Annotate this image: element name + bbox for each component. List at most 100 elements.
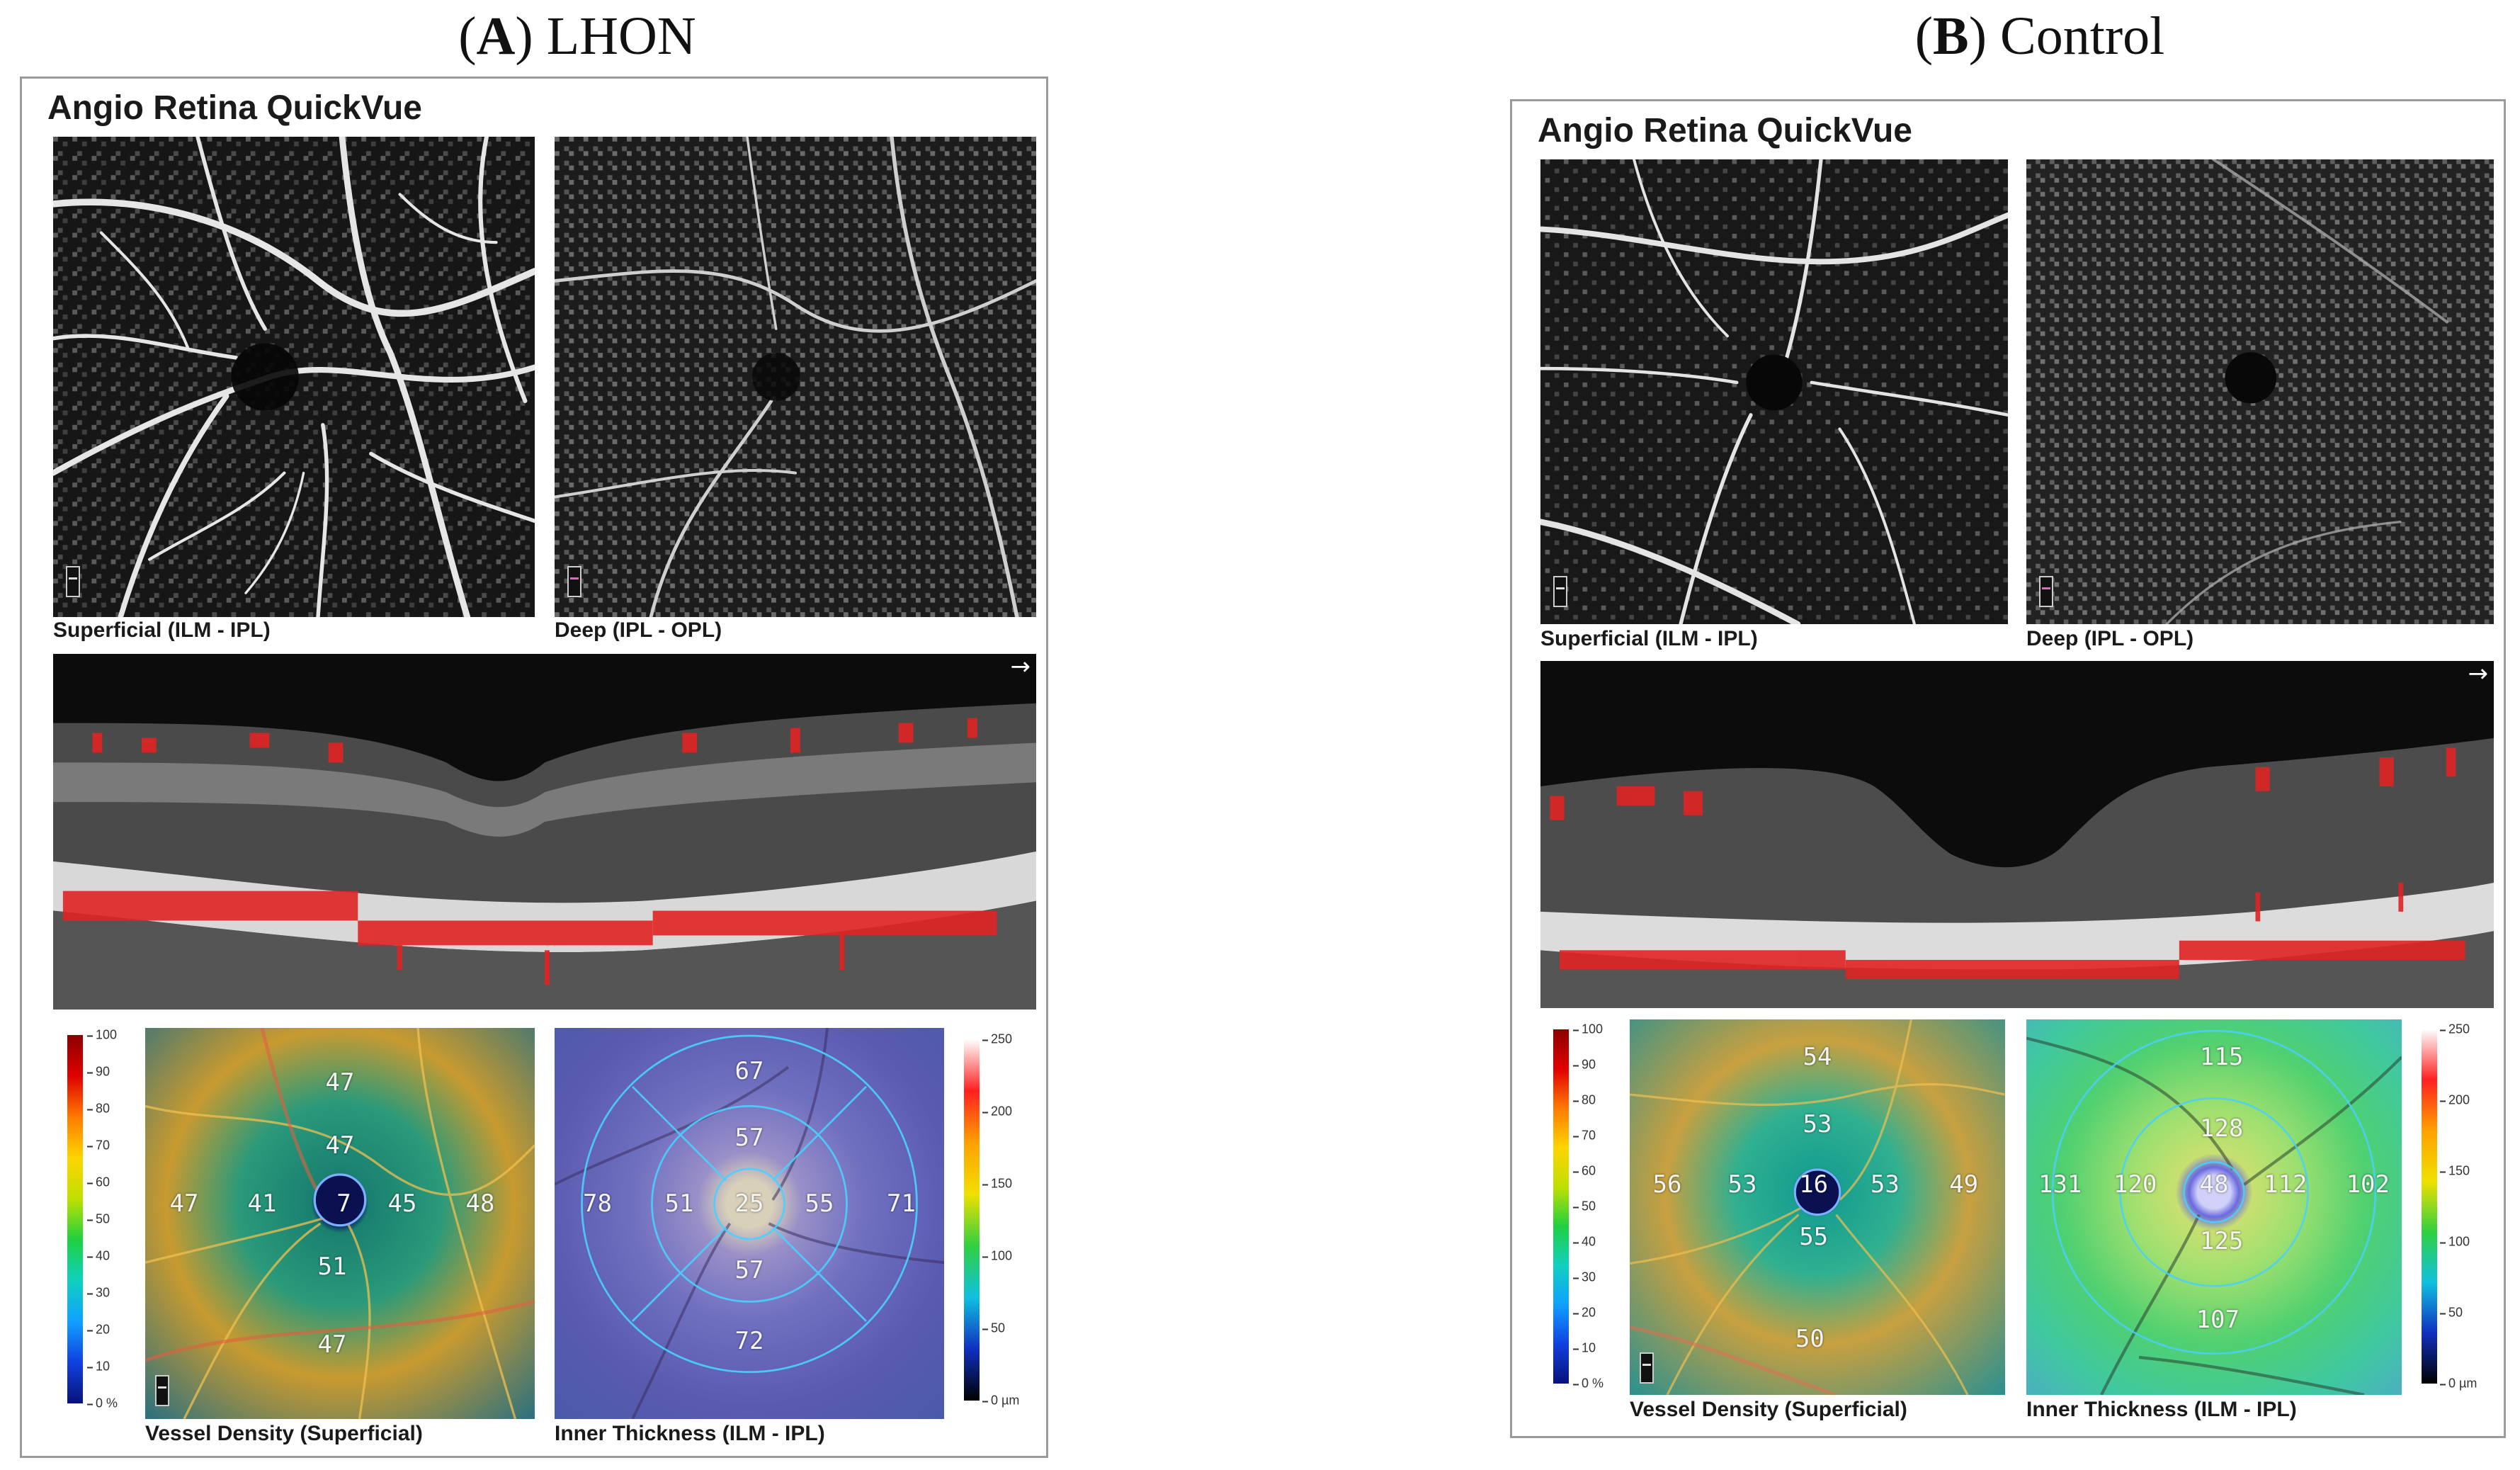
vd-value-superior-inner: 53 [1803,1110,1832,1139]
vd-value-nasal-outer: 56 [1652,1170,1682,1199]
vd-value-temporal-outer: 49 [1949,1170,1979,1199]
vd-value-inferior-outer: 47 [317,1330,347,1359]
slab-indicator-icon [2039,576,2053,607]
vd-tick: 40 [86,1248,110,1263]
thickness-tick: 0 µm [982,1393,1020,1408]
inner-thickness-map-b: 115 128 131 120 48 112 102 125 107 [2026,1019,2402,1395]
vd-value-inferior-outer: 50 [1795,1324,1824,1353]
vd-value-inferior-inner: 55 [1799,1223,1829,1252]
slab-indicator-icon [567,566,581,597]
vessel-density-caption-b: Vessel Density (Superficial) [1630,1398,1907,1421]
vessel-density-colorbar [67,1035,83,1403]
vessel-density-map-a: 47 47 47 41 7 45 48 51 47 [145,1028,535,1419]
vessel-density-caption-a: Vessel Density (Superficial) [145,1422,423,1445]
vd-value-nasal-inner: 41 [247,1189,277,1219]
thickness-value-temporal-outer: 71 [887,1189,916,1219]
thickness-tick: 0 µm [2439,1376,2478,1391]
thickness-tick: 100 [2439,1234,2470,1249]
scan-direction-arrow-icon: → [1010,654,1031,681]
vd-tick: 100 [86,1027,118,1042]
inner-thickness-caption-a: Inner Thickness (ILM - IPL) [555,1422,825,1445]
vd-value-temporal-inner: 53 [1870,1170,1900,1199]
vessel-density-colorbar [1553,1029,1569,1384]
thickness-value-temporal-outer: 102 [2346,1170,2390,1199]
superficial-caption-b: Superficial (ILM - IPL) [1540,627,1758,650]
vd-tick: 50 [86,1211,110,1226]
thickness-tick: 150 [982,1176,1013,1191]
vd-value-center: 7 [336,1189,351,1219]
vd-value-nasal-outer: 47 [169,1189,199,1219]
deep-caption-a: Deep (IPL - OPL) [555,618,722,642]
thickness-scale-b: 250 200 150 100 50 0 µm [2422,1022,2492,1391]
thickness-value-temporal-inner: 55 [805,1189,834,1219]
panel-a-title: (A) LHON [458,6,696,66]
thickness-tick: 200 [2439,1092,2470,1107]
thickness-value-superior-inner: 57 [734,1123,764,1152]
inner-thickness-caption-b: Inner Thickness (ILM - IPL) [2026,1398,2297,1421]
vd-tick: 100 [1572,1022,1604,1036]
panel-b: Angio Retina QuickVue Superficial (ILM -… [1510,99,2506,1438]
panel-b-label: Control [2000,6,2165,66]
superficial-angiogram-a [53,137,535,617]
vessel-density-scale-a: 100 90 80 70 60 50 40 30 20 10 0 % [67,1028,124,1410]
thickness-tick: 250 [2439,1022,2470,1036]
panel-a-letter: A [476,6,516,66]
slab-indicator-icon [1640,1352,1654,1384]
vd-tick: 10 [86,1359,110,1374]
thickness-value-inferior-outer: 72 [734,1326,764,1355]
thickness-tick: 100 [982,1248,1013,1263]
vd-value-temporal-inner: 45 [387,1189,417,1219]
vd-tick: 40 [1572,1234,1596,1249]
slab-indicator-icon [66,566,80,597]
vd-tick: 30 [86,1285,110,1300]
scan-direction-arrow-icon: → [2468,661,2489,688]
thickness-value-superior-outer: 67 [734,1056,764,1085]
superficial-caption-a: Superficial (ILM - IPL) [53,618,271,642]
vd-value-center: 16 [1799,1170,1829,1199]
deep-angiogram-b [2026,159,2494,624]
vd-tick: 20 [1572,1305,1596,1320]
thickness-value-inferior-inner: 125 [2199,1226,2244,1255]
thickness-value-temporal-inner: 112 [2263,1170,2308,1199]
thickness-value-nasal-outer: 78 [583,1189,612,1219]
vd-tick: 0 % [1572,1376,1604,1391]
deep-angiogram-a [555,137,1036,617]
superficial-angiogram-b [1540,159,2008,624]
panel-a-heading: Angio Retina QuickVue [47,89,422,127]
thickness-value-nasal-inner: 51 [664,1189,694,1219]
thickness-tick: 150 [2439,1163,2470,1178]
panel-a: Angio Retina QuickVue Superfici [20,77,1048,1458]
vd-value-superior-inner: 47 [325,1131,355,1160]
panel-b-heading: Angio Retina QuickVue [1538,112,1912,149]
inner-thickness-map-a: 67 57 78 51 25 55 71 57 72 [555,1028,944,1419]
thickness-tick: 200 [982,1104,1013,1119]
thickness-tick: 50 [2439,1305,2463,1320]
thickness-colorbar [2422,1029,2437,1384]
thickness-value-superior-inner: 128 [2199,1114,2244,1143]
vd-tick: 70 [1572,1128,1596,1143]
vd-tick: 80 [86,1101,110,1116]
slab-indicator-icon [155,1375,169,1406]
vessel-density-scale-b: 100 90 80 70 60 50 40 30 20 10 0 % [1553,1022,1610,1391]
vd-tick: 30 [1572,1270,1596,1284]
vd-tick: 50 [1572,1199,1596,1214]
vd-tick: 60 [1572,1163,1596,1178]
vd-value-inferior-inner: 51 [317,1252,347,1281]
thickness-value-superior-outer: 115 [2199,1043,2244,1071]
vd-tick: 0 % [86,1396,118,1410]
vd-value-nasal-inner: 53 [1727,1170,1757,1199]
slab-indicator-icon [1553,576,1567,607]
thickness-value-inferior-outer: 107 [2196,1306,2240,1334]
vd-value-temporal-outer: 48 [465,1189,495,1219]
vd-tick: 20 [86,1322,110,1337]
vd-value-superior-outer: 54 [1803,1043,1832,1071]
vd-value-superior-outer: 47 [325,1068,355,1097]
vd-tick: 70 [86,1138,110,1153]
thickness-tick: 50 [982,1321,1006,1335]
thickness-colorbar [964,1039,980,1401]
thickness-value-nasal-outer: 131 [2038,1170,2082,1199]
oct-bscan-a: → [53,654,1036,1010]
thickness-scale-a: 250 200 150 100 50 0 µm [964,1032,1035,1408]
panel-b-letter: B [1933,6,1969,66]
thickness-value-inferior-inner: 57 [734,1256,764,1285]
